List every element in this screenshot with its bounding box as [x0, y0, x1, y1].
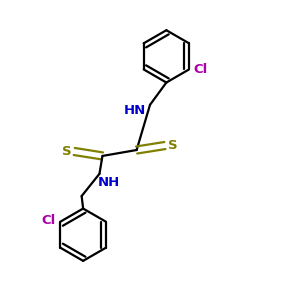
- Text: NH: NH: [98, 176, 120, 189]
- Text: Cl: Cl: [42, 214, 56, 226]
- Text: S: S: [168, 139, 178, 152]
- Text: Cl: Cl: [194, 63, 208, 76]
- Text: S: S: [61, 145, 71, 158]
- Text: HN: HN: [123, 104, 146, 117]
